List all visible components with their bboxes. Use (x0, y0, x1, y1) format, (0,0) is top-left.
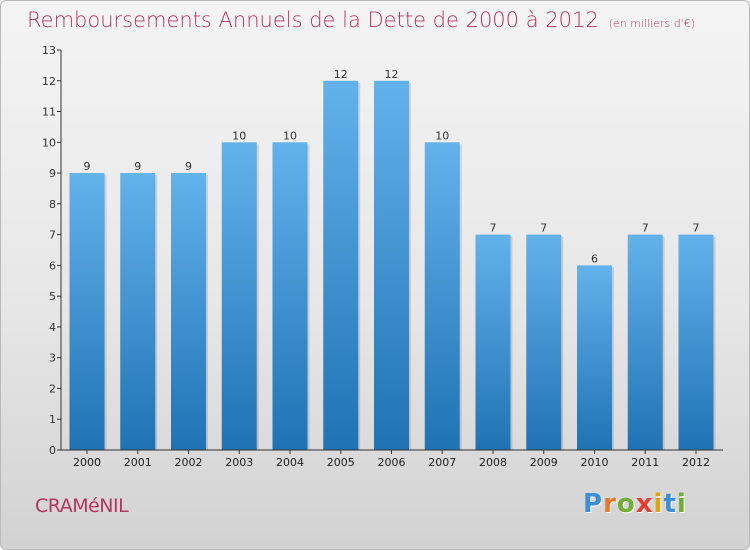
chart-title: Remboursements Annuels de la Dette de 20… (27, 8, 695, 32)
bar (171, 173, 206, 451)
x-tick-label: 2010 (581, 456, 609, 469)
y-tick-label: 2 (49, 382, 56, 395)
bar (627, 234, 663, 450)
x-tick-label: 2006 (378, 456, 406, 469)
logo-letter: i (676, 489, 687, 519)
chart-title-unit: (en milliers d'€) (608, 17, 695, 30)
bar (323, 80, 359, 451)
place-name: CRAMéNIL (35, 495, 129, 517)
x-tick-label: 2000 (73, 456, 101, 469)
y-tick-label: 13 (42, 44, 56, 57)
y-tick-label: 0 (49, 444, 56, 457)
bar (69, 173, 105, 451)
y-tick-label: 4 (49, 321, 56, 334)
x-tick-label: 2011 (631, 456, 659, 469)
y-tick-label: 10 (42, 136, 56, 149)
bar-value-label: 9 (84, 160, 91, 173)
logo-letter: i (653, 489, 664, 519)
x-tick-label: 2009 (530, 456, 558, 469)
bar (475, 234, 511, 450)
bar (526, 234, 562, 450)
x-axis: 2000 2001 2002 2003 2004 2005 2006 2007 2008 2009… (61, 449, 723, 469)
bar-value-label: 7 (490, 222, 497, 235)
bar-value-label: 9 (185, 160, 192, 173)
bar-value-label: 7 (540, 222, 547, 235)
bar-value-label: 12 (334, 68, 348, 81)
y-tick-label: 9 (49, 167, 56, 180)
proxiti-logo: Proxiti (583, 489, 687, 519)
x-tick-label: 2004 (276, 456, 304, 469)
x-tick-label: 2008 (479, 456, 507, 469)
logo-letter: o (616, 489, 636, 519)
bar (577, 265, 612, 450)
logo-letter: t (663, 489, 677, 519)
x-tick-label: 2012 (682, 456, 710, 469)
bar (678, 234, 714, 450)
bars: 9 9 9 10 10 12 12 10 7 7 6 7 7 (69, 68, 716, 451)
x-tick-label: 2003 (225, 456, 253, 469)
bar (120, 173, 156, 451)
bar-value-label: 7 (693, 222, 700, 235)
bar-value-label: 6 (591, 252, 598, 265)
bar (374, 80, 409, 451)
logo-letter: P (583, 489, 604, 519)
bar (424, 142, 460, 451)
y-tick-label: 7 (49, 229, 56, 242)
x-tick-label: 2002 (175, 456, 203, 469)
y-tick-label: 12 (42, 75, 56, 88)
logo-letter: x (635, 489, 654, 519)
x-tick-label: 2005 (327, 456, 355, 469)
x-tick-label: 2001 (124, 456, 152, 469)
bar-value-label: 7 (642, 222, 649, 235)
bar-value-label: 9 (134, 160, 141, 173)
y-tick-label: 3 (49, 352, 56, 365)
logo-letter: r (603, 489, 617, 519)
y-tick-label: 8 (49, 198, 56, 211)
y-tick-label: 1 (49, 413, 56, 426)
bar (272, 142, 308, 451)
bar-value-label: 12 (385, 68, 399, 81)
y-tick-label: 5 (49, 290, 56, 303)
bar-value-label: 10 (283, 129, 297, 142)
x-tick-label: 2007 (428, 456, 456, 469)
bar-value-label: 10 (232, 129, 246, 142)
y-tick-label: 6 (49, 259, 56, 272)
chart-title-main: Remboursements Annuels de la Dette de 20… (27, 8, 599, 32)
bar (221, 142, 257, 451)
bar-value-label: 10 (435, 129, 449, 142)
y-tick-label: 11 (42, 106, 56, 119)
